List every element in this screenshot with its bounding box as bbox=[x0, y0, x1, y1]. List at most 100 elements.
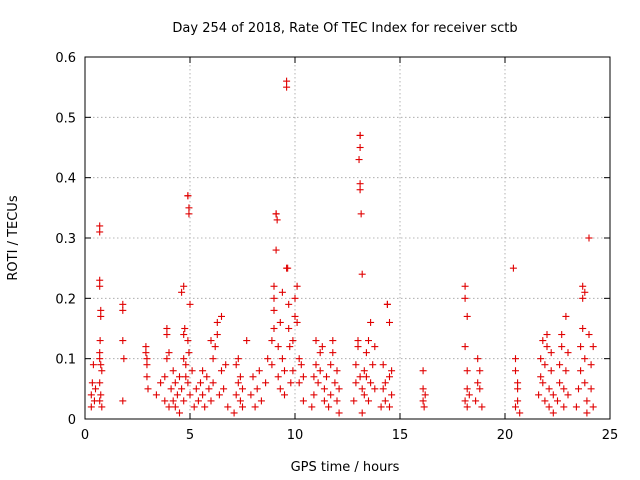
data-point bbox=[234, 379, 242, 387]
data-point bbox=[207, 337, 215, 345]
data-point bbox=[474, 379, 482, 387]
data-point bbox=[247, 391, 255, 399]
data-point bbox=[514, 385, 522, 393]
data-point bbox=[362, 373, 370, 381]
data-point bbox=[180, 282, 188, 290]
data-point bbox=[181, 325, 189, 332]
data-point bbox=[274, 343, 282, 351]
data-point bbox=[176, 409, 183, 417]
data-point bbox=[360, 367, 368, 375]
data-point bbox=[312, 337, 320, 345]
data-point bbox=[419, 367, 427, 375]
data-point bbox=[236, 397, 244, 405]
data-point bbox=[299, 397, 307, 405]
data-point bbox=[87, 391, 95, 399]
data-point bbox=[516, 409, 524, 417]
data-point bbox=[178, 288, 186, 296]
data-point bbox=[541, 397, 549, 405]
data-point bbox=[293, 318, 301, 326]
data-point bbox=[98, 403, 106, 411]
data-point bbox=[472, 397, 480, 405]
data-point bbox=[512, 367, 519, 375]
data-point bbox=[589, 343, 597, 351]
data-point bbox=[358, 385, 366, 393]
data-point bbox=[549, 391, 557, 399]
data-point bbox=[539, 337, 547, 345]
data-point bbox=[512, 355, 519, 363]
data-point bbox=[283, 77, 291, 85]
data-point bbox=[365, 337, 372, 345]
data-point bbox=[543, 343, 551, 351]
y-tick-label: 0.6 bbox=[55, 51, 76, 66]
data-point bbox=[356, 131, 364, 139]
data-point bbox=[560, 403, 568, 411]
data-point bbox=[284, 264, 292, 272]
data-point bbox=[205, 385, 213, 393]
data-point bbox=[564, 391, 572, 399]
data-point bbox=[562, 312, 570, 320]
data-point bbox=[310, 373, 318, 381]
data-point bbox=[514, 397, 522, 405]
x-tick-label: 15 bbox=[392, 428, 409, 443]
data-point bbox=[379, 385, 387, 393]
data-point bbox=[270, 282, 278, 290]
data-point bbox=[299, 373, 307, 381]
data-point bbox=[556, 361, 564, 369]
data-point bbox=[558, 331, 566, 339]
data-point bbox=[463, 403, 471, 411]
data-point bbox=[463, 312, 471, 320]
data-point bbox=[386, 373, 393, 381]
data-point bbox=[537, 373, 545, 381]
data-point bbox=[273, 216, 281, 224]
data-point bbox=[188, 367, 196, 375]
data-point bbox=[224, 403, 232, 411]
data-point bbox=[203, 373, 211, 381]
data-point bbox=[388, 391, 396, 399]
data-point bbox=[96, 222, 104, 230]
data-point bbox=[356, 186, 364, 194]
data-point bbox=[222, 361, 230, 369]
data-point bbox=[312, 361, 320, 369]
data-point bbox=[207, 397, 215, 405]
data-point bbox=[87, 403, 95, 411]
data-point bbox=[360, 391, 368, 399]
data-point bbox=[276, 318, 284, 326]
data-point bbox=[545, 385, 553, 393]
data-point bbox=[585, 234, 593, 242]
data-point bbox=[186, 300, 194, 308]
data-point bbox=[171, 379, 179, 387]
data-point bbox=[171, 403, 179, 411]
data-point bbox=[293, 282, 301, 290]
data-point bbox=[96, 349, 104, 357]
data-point bbox=[243, 337, 251, 345]
data-point bbox=[142, 349, 150, 357]
data-point bbox=[547, 367, 555, 375]
data-point bbox=[537, 355, 545, 363]
data-point bbox=[362, 349, 370, 357]
data-point bbox=[461, 294, 469, 302]
plot-frame bbox=[84, 56, 611, 420]
data-point bbox=[583, 409, 591, 417]
data-point bbox=[356, 144, 364, 151]
data-point bbox=[318, 343, 326, 351]
data-point bbox=[281, 367, 288, 375]
data-point bbox=[163, 325, 171, 332]
data-point bbox=[264, 355, 272, 363]
data-point bbox=[143, 355, 151, 363]
data-point bbox=[97, 391, 105, 399]
data-point bbox=[197, 379, 204, 387]
data-point bbox=[575, 385, 582, 393]
data-point bbox=[88, 379, 96, 387]
data-point bbox=[314, 379, 322, 387]
x-tick-label: 5 bbox=[186, 428, 194, 443]
data-point bbox=[381, 379, 389, 387]
y-tick-label: 0.4 bbox=[55, 172, 76, 187]
data-point bbox=[327, 361, 335, 369]
data-point bbox=[356, 180, 364, 188]
data-point bbox=[152, 391, 160, 399]
data-point bbox=[581, 355, 589, 363]
data-point bbox=[535, 391, 543, 399]
data-point bbox=[579, 325, 587, 332]
data-point bbox=[335, 385, 343, 393]
data-point bbox=[276, 385, 284, 393]
